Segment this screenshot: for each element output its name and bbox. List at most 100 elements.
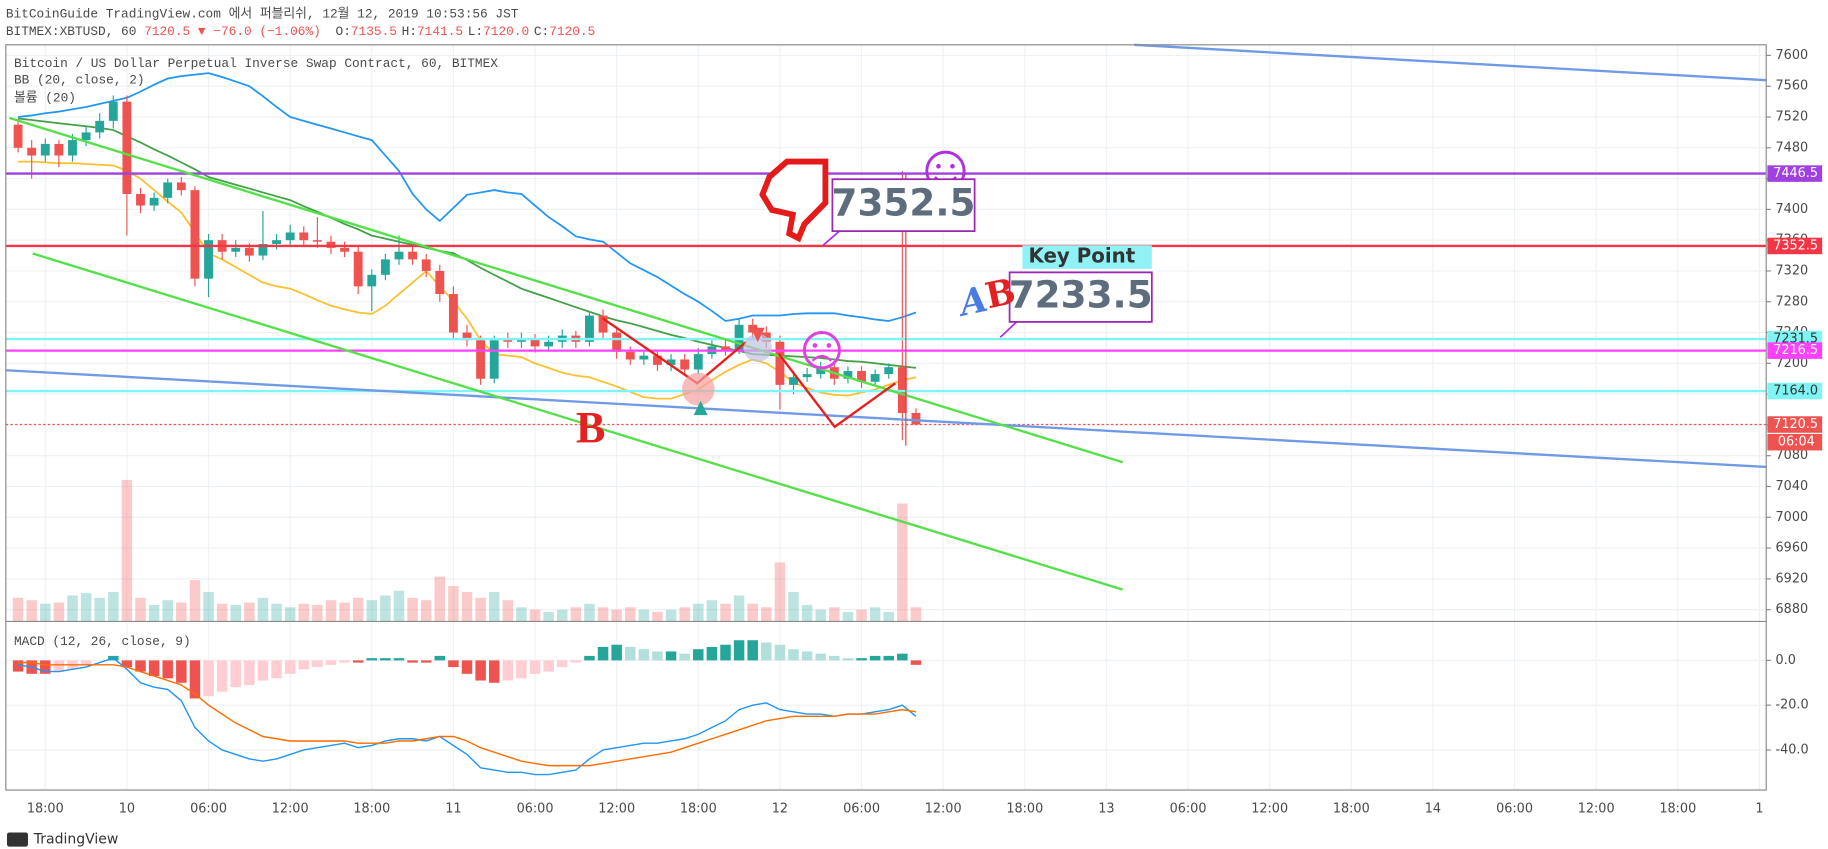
- volume-bar: [788, 591, 799, 622]
- y-tick-label: 7520: [1776, 109, 1809, 124]
- y-tick-label: -20.0: [1776, 698, 1809, 713]
- volume-bar: [461, 591, 473, 622]
- volume-bar: [747, 603, 758, 622]
- macd-histogram-bar: [516, 660, 527, 679]
- volume-bar: [856, 609, 867, 622]
- marker: [743, 333, 772, 363]
- candle-body: [244, 247, 254, 256]
- candle-body: [462, 332, 472, 341]
- volume-bar: [897, 503, 908, 622]
- header-ohlc-label: L:: [468, 24, 483, 39]
- candle-body: [149, 197, 159, 206]
- candle-body: [353, 251, 363, 287]
- candle-body: [40, 143, 50, 156]
- macd-histogram-bar: [298, 660, 310, 670]
- macd-histogram-bar: [720, 644, 731, 661]
- candle-body: [421, 259, 431, 271]
- macd-histogram-bar: [135, 660, 146, 672]
- macd-histogram-bar: [638, 649, 650, 661]
- volume-bar: [26, 600, 37, 622]
- overlay-line: [17, 72, 917, 322]
- macd-histogram-bar: [597, 646, 609, 661]
- emoji-sad: [802, 331, 841, 370]
- header-ohlc-value: 7135.5: [351, 24, 397, 39]
- x-tick-label: 06:00: [517, 801, 554, 816]
- volume-bar: [720, 603, 731, 622]
- trend-line: [5, 369, 1767, 469]
- candle-body: [721, 346, 730, 350]
- macd-histogram-bar: [339, 660, 350, 663]
- annotation-letter: B: [576, 402, 606, 452]
- x-tick-label: 1: [1755, 801, 1763, 816]
- candle-body: [544, 341, 554, 347]
- volume-bar: [869, 607, 881, 622]
- macd-histogram-bar: [502, 660, 514, 681]
- volume-bar: [625, 607, 636, 622]
- candle-body: [176, 182, 186, 191]
- macd-histogram-bar: [53, 660, 65, 672]
- volume-bar: [611, 609, 622, 622]
- volume-bar: [638, 609, 650, 622]
- candle-body: [95, 120, 105, 133]
- trend-line: [1134, 43, 1767, 82]
- candle-body: [380, 259, 390, 275]
- drawings: 7352.5 Key Point 7233.5 A B B: [5, 43, 1767, 591]
- pane-border: [5, 44, 1767, 791]
- volume-bar: [352, 597, 364, 622]
- header-title: BitCoinGuide TradingView.com 에서 퍼블리쉬, 12…: [6, 7, 519, 22]
- macd-histogram-bar: [12, 660, 24, 672]
- legend-bb: BB (20, close, 2): [14, 73, 145, 88]
- candle-body: [312, 240, 322, 242]
- volume-bar: [257, 597, 269, 622]
- volume-bar: [271, 603, 282, 622]
- candle-body: [503, 340, 513, 342]
- legend-macd: MACD (12, 26, close, 9): [14, 634, 191, 649]
- x-tick-label: 18:00: [27, 801, 64, 816]
- candle-body: [435, 270, 445, 295]
- level-label: 7352.5: [1773, 238, 1818, 253]
- volume-bar: [121, 479, 133, 622]
- macd-signal: [18, 661, 917, 767]
- candle-body: [108, 101, 118, 121]
- volume-bar: [584, 603, 595, 622]
- candle-body: [81, 132, 91, 141]
- macd-histogram-bar: [189, 660, 201, 699]
- x-tick-label: 18:00: [1333, 801, 1370, 816]
- candle-body: [27, 147, 37, 156]
- candle-body: [231, 247, 241, 252]
- candle-body: [802, 374, 812, 378]
- volume-bar: [216, 603, 228, 622]
- macd-histogram-bar: [774, 644, 786, 661]
- x-tick-label: 10: [119, 801, 135, 816]
- macd-histogram-bar: [693, 649, 704, 661]
- candle-body: [625, 351, 635, 360]
- macd-histogram-bar: [40, 660, 51, 674]
- candle-body: [448, 294, 458, 333]
- macd-histogram-bar: [352, 660, 364, 663]
- volume-bar: [53, 602, 65, 622]
- x-tick-label: 11: [445, 801, 461, 816]
- volume-bar: [203, 591, 214, 622]
- macd-histogram-bar: [665, 651, 677, 661]
- header-last: 7120.5: [144, 24, 190, 39]
- footer-logo: [6, 832, 28, 847]
- volume-bar: [556, 609, 568, 622]
- volume-bar: [244, 602, 255, 622]
- arrow-up: [693, 400, 708, 416]
- macd-histogram-bar: [543, 660, 554, 672]
- macd-histogram-bar: [761, 642, 772, 661]
- macd-histogram-bar: [815, 653, 826, 661]
- macd-histogram-bar: [625, 646, 636, 661]
- callout-pointer: [999, 321, 1018, 338]
- x-tick-label: 18:00: [680, 801, 717, 816]
- macd-histogram-bar: [271, 660, 282, 679]
- level-label-bg: [1767, 237, 1823, 255]
- macd-histogram-bar: [584, 655, 595, 661]
- volume-bar: [135, 597, 146, 622]
- grid: [5, 44, 1767, 791]
- header-ohlc-label: O:: [336, 24, 351, 39]
- candle-body: [489, 340, 499, 379]
- candle-body: [639, 355, 649, 360]
